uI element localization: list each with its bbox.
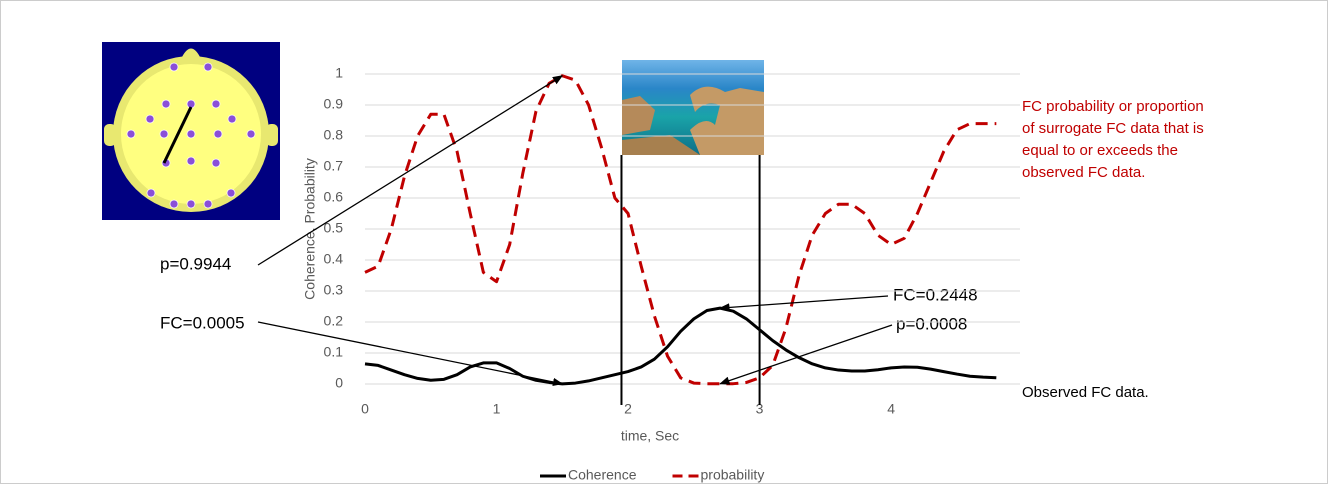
annotation: FC=0.0005 <box>160 313 245 332</box>
x-tick-label: 2 <box>624 401 632 417</box>
annotation: p=0.9944 <box>160 254 231 273</box>
x-tick-label: 4 <box>887 401 895 417</box>
y-tick-label: 0.9 <box>324 96 344 112</box>
y-tick-label: 0.6 <box>324 189 344 205</box>
annotation-arrow <box>720 325 892 384</box>
annotation: FC=0.2448 <box>893 285 978 304</box>
y-tick-label: 0.1 <box>324 344 344 360</box>
chart: p=0.9944 FC=0.0005 FC=0.2448 p=0.0008 ti… <box>0 0 1328 484</box>
x-tick-label: 1 <box>493 401 501 417</box>
y-tick-label: 0.7 <box>324 158 344 174</box>
y-tick-label: 1 <box>335 65 343 81</box>
y-tick-label: 0.4 <box>324 251 344 267</box>
legend-label: probability <box>701 467 765 483</box>
legend-label: Coherence <box>568 467 637 483</box>
annotation: p=0.0008 <box>896 314 967 333</box>
y-tick-label: 0 <box>335 375 343 391</box>
y-tick-label: 0.8 <box>324 127 344 143</box>
note-line: of surrogate FC data that is <box>1022 120 1204 137</box>
series-note: Observed FC data. <box>1022 384 1149 401</box>
note-line: observed FC data. <box>1022 164 1145 181</box>
note-line: FC probability or proportion <box>1022 98 1204 115</box>
y-tick-label: 0.3 <box>324 282 344 298</box>
annotation-arrow <box>720 296 888 308</box>
y-tick-label: 0.2 <box>324 313 344 329</box>
x-tick-label: 0 <box>361 401 369 417</box>
x-axis-label: time, Sec <box>621 428 679 444</box>
head-diagram <box>102 42 280 220</box>
note-line: equal to or exceeds the <box>1022 142 1178 159</box>
